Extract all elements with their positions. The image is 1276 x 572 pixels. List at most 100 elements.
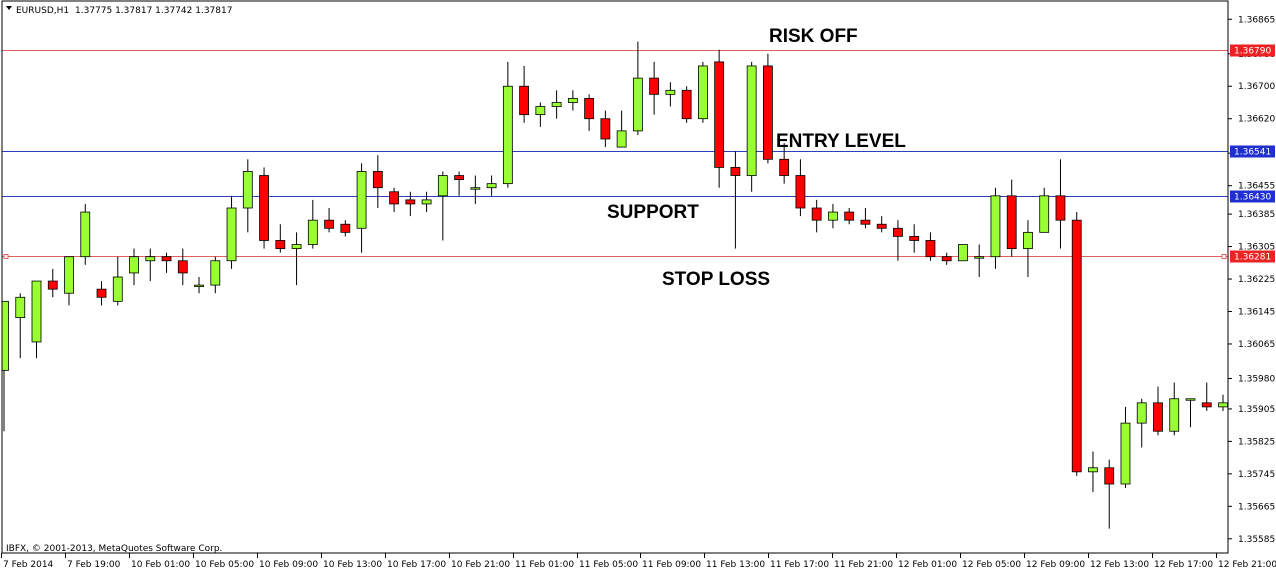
candle-body [242, 171, 253, 209]
bearish-candle [779, 143, 790, 184]
candle-body [1201, 402, 1212, 408]
annotation-entry-level: ENTRY LEVEL [776, 131, 906, 152]
candle-body [1153, 402, 1163, 432]
bullish-candle [31, 280, 42, 359]
candle-body [632, 77, 643, 132]
bearish-candle [811, 199, 822, 233]
bearish-candle [177, 248, 188, 286]
bullish-candle [2, 300, 9, 432]
bearish-candle [161, 252, 172, 273]
annotation-stop-loss: STOP LOSS [662, 269, 770, 290]
time-tick-label: 10 Feb 01:00 [131, 560, 190, 570]
level-badge [1230, 250, 1275, 263]
candle-body [194, 284, 204, 288]
candle-body [665, 89, 676, 95]
candle-body [1006, 195, 1017, 249]
candle-body [405, 199, 416, 205]
bullish-candle [356, 163, 367, 253]
bullish-candle [64, 256, 74, 306]
price-tick-label: 1.35980 [1238, 374, 1275, 384]
candle-body [860, 219, 871, 225]
time-tick-label: 7 Feb 19:00 [67, 560, 121, 570]
candle-body [649, 77, 660, 95]
bearish-candle [681, 86, 692, 123]
bullish-candle [828, 203, 838, 229]
candles [2, 41, 1228, 529]
bullish-candle [129, 248, 139, 286]
level-badge [1230, 190, 1275, 203]
bullish-candle [502, 61, 513, 188]
bullish-candle [145, 248, 156, 282]
dropdown-triangle-icon[interactable] [6, 6, 12, 10]
bullish-candle [226, 195, 237, 269]
candle-body [730, 167, 741, 176]
candle-body [324, 219, 334, 229]
bullish-candle [665, 82, 676, 107]
horizontal-levels [2, 50, 1228, 257]
bullish-candle [632, 41, 643, 135]
time-tick-label: 11 Feb 21:00 [834, 560, 893, 570]
price-tick-label: 1.35585 [1238, 535, 1275, 545]
candle-body [1039, 195, 1050, 233]
candle-body [990, 195, 1001, 258]
candle-body [746, 65, 757, 176]
bullish-candle [421, 191, 432, 213]
bullish-candle [974, 244, 985, 277]
candle-body [681, 89, 692, 120]
price-tick-label: 1.36455 [1238, 182, 1275, 192]
candle-body [161, 256, 172, 262]
copyright-footer: IBFX, © 2001-2013, MetaQuotes Software C… [6, 544, 222, 554]
price-tick-label: 1.35825 [1238, 437, 1275, 447]
time-tick-label: 11 Feb 17:00 [770, 560, 829, 570]
plot-frame [1, 0, 1229, 554]
time-tick-label: 11 Feb 09:00 [642, 560, 701, 570]
level-badge-label: 1.36541 [1234, 148, 1271, 158]
bearish-candle [860, 208, 871, 229]
bearish-candle [1006, 179, 1017, 257]
candle-body [486, 183, 497, 189]
price-tick-label: 1.36700 [1238, 82, 1275, 92]
candle-body [1185, 398, 1196, 401]
price-tick-label: 1.36305 [1238, 243, 1275, 253]
bearish-candle [649, 61, 660, 115]
price-tick-label: 1.35905 [1238, 405, 1275, 415]
annotation-risk-off: RISK OFF [769, 26, 858, 47]
level-handle[interactable] [1221, 254, 1227, 259]
candle-body [47, 280, 58, 290]
candle-body [1104, 467, 1115, 485]
candle-body [1218, 402, 1228, 408]
bearish-candle [893, 220, 903, 261]
candle-body [616, 130, 627, 148]
bearish-candle [96, 281, 107, 306]
candle-body [876, 223, 887, 229]
bearish-candle [925, 232, 936, 261]
price-tick-label: 1.36385 [1238, 210, 1275, 220]
level-handle[interactable] [3, 254, 9, 259]
time-tick-label: 12 Feb 05:00 [962, 560, 1021, 570]
price-tick-label: 1.36620 [1238, 115, 1275, 125]
candle-body [974, 256, 985, 259]
candle-body [600, 118, 611, 140]
time-tick-label: 10 Feb 13:00 [323, 560, 382, 570]
candle-body [145, 256, 156, 262]
candle-body [129, 256, 139, 274]
bullish-candle [535, 102, 546, 127]
bullish-candle [291, 232, 302, 286]
time-tick-label: 10 Feb 21:00 [451, 560, 510, 570]
candle-body [519, 85, 530, 116]
candle-body [15, 296, 26, 318]
bullish-candle [567, 90, 578, 111]
bearish-candle [519, 65, 530, 123]
candle-body [389, 191, 399, 205]
bearish-candle [714, 49, 725, 188]
bearish-candle [763, 53, 773, 164]
level-badge [1230, 44, 1275, 57]
bearish-candle [584, 94, 595, 131]
bullish-candle [307, 199, 318, 249]
candle-body [307, 219, 318, 245]
candle-body [259, 175, 269, 241]
candle-body [925, 240, 936, 258]
bearish-candle [876, 216, 887, 233]
